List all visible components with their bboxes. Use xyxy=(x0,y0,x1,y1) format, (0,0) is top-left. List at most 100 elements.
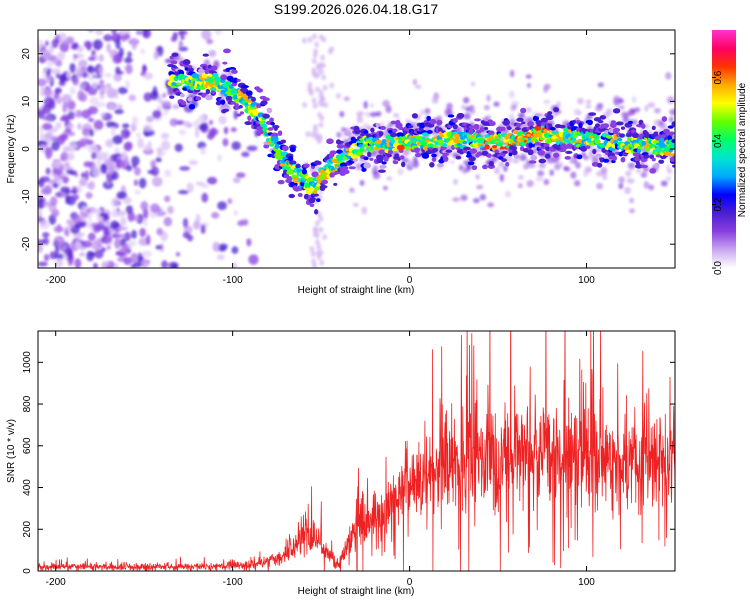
trace-blob xyxy=(429,118,437,125)
trace-blob xyxy=(352,158,359,162)
noise-blob xyxy=(105,140,114,148)
noise-blob xyxy=(83,161,93,168)
y-tick-label: 600 xyxy=(22,437,33,454)
noise-blob xyxy=(99,93,105,99)
trace-blob xyxy=(211,65,218,71)
trace-blob xyxy=(442,155,449,162)
noise-blob xyxy=(193,220,201,230)
noise-blob xyxy=(86,250,95,262)
noise-blob xyxy=(64,247,74,257)
colorbar: 0.0 0.2 0.4 0.6 Normalized spectral amplitu… xyxy=(712,30,748,275)
noise-blob xyxy=(339,110,345,118)
noise-blob xyxy=(626,178,635,184)
noise-blob xyxy=(640,172,648,178)
noise-blob xyxy=(178,129,187,135)
noise-blob xyxy=(208,49,217,58)
noise-blob xyxy=(369,103,375,108)
trace-blob xyxy=(613,127,621,133)
noise-blob xyxy=(140,258,150,268)
trace-blob xyxy=(301,168,308,175)
noise-blob xyxy=(60,154,65,162)
noise-blob xyxy=(64,161,70,168)
trace-blob xyxy=(672,155,675,160)
noise-blob xyxy=(216,254,225,260)
noise-blob xyxy=(316,244,322,251)
trace-blob xyxy=(526,133,531,137)
noise-blob xyxy=(643,181,650,189)
trace-blob xyxy=(277,130,283,137)
trace-blob xyxy=(672,164,675,168)
noise-blob xyxy=(340,127,347,133)
noise-blob xyxy=(113,54,123,64)
trace-blob xyxy=(215,100,222,106)
trace-blob xyxy=(632,139,637,144)
trace-blob xyxy=(467,161,475,166)
noise-blob xyxy=(60,172,69,177)
noise-blob xyxy=(130,252,139,264)
noise-blob xyxy=(55,122,62,129)
noise-blob xyxy=(319,259,325,266)
noise-blob xyxy=(46,74,53,84)
trace-blob xyxy=(380,125,386,130)
noise-blob xyxy=(359,179,365,187)
noise-blob xyxy=(93,262,98,268)
trace-blob xyxy=(281,145,289,152)
trace-blob xyxy=(661,116,668,122)
noise-blob xyxy=(171,263,178,268)
trace-blob xyxy=(367,151,372,158)
trace-blob xyxy=(303,163,310,168)
noise-blob xyxy=(311,58,317,65)
noise-blob xyxy=(120,216,127,226)
trace-blob xyxy=(187,97,193,102)
trace-blob xyxy=(602,158,610,163)
noise-blob xyxy=(499,176,505,183)
trace-blob xyxy=(560,145,569,150)
noise-blob xyxy=(356,116,364,124)
trace-blob xyxy=(333,182,338,186)
noise-blob xyxy=(634,107,641,113)
noise-blob xyxy=(595,105,603,112)
noise-blob xyxy=(211,211,220,219)
trace-blob xyxy=(212,72,219,78)
noise-blob xyxy=(43,184,53,195)
noise-blob xyxy=(38,214,43,224)
trace-blob xyxy=(565,150,573,154)
noise-blob xyxy=(41,123,53,131)
noise-blob xyxy=(450,159,455,164)
noise-blob xyxy=(313,226,319,233)
trace-blob xyxy=(633,132,639,138)
trace-blob xyxy=(260,100,268,106)
noise-blob xyxy=(88,180,95,190)
noise-blob xyxy=(231,246,239,254)
trace-blob xyxy=(537,149,546,156)
trace-blob xyxy=(671,139,675,144)
trace-blob xyxy=(473,125,480,130)
noise-blob xyxy=(349,187,355,193)
trace-blob xyxy=(319,185,328,189)
noise-blob xyxy=(628,208,635,214)
y-tick-label: 0 xyxy=(21,146,32,152)
trace-blob xyxy=(484,144,490,150)
trace-blob xyxy=(545,146,551,152)
trace-blob xyxy=(512,146,518,151)
trace-blob xyxy=(313,189,318,195)
trace-blob xyxy=(314,209,319,215)
trace-blob xyxy=(544,153,551,159)
noise-blob xyxy=(62,40,67,45)
noise-blob xyxy=(318,121,324,128)
trace-hotspot xyxy=(396,144,405,151)
noise-blob xyxy=(52,183,59,189)
noise-blob xyxy=(59,41,70,53)
x-tick-label: -100 xyxy=(223,577,243,588)
noise-blob xyxy=(660,180,668,187)
noise-blob xyxy=(136,30,144,35)
trace-blob xyxy=(288,193,296,199)
noise-blob xyxy=(51,141,60,151)
trace-blob xyxy=(389,132,398,138)
noise-blob xyxy=(139,227,146,238)
trace-blob xyxy=(501,158,507,162)
noise-blob xyxy=(87,65,96,74)
x-tick-label: -200 xyxy=(46,577,66,588)
noise-blob xyxy=(89,96,99,105)
